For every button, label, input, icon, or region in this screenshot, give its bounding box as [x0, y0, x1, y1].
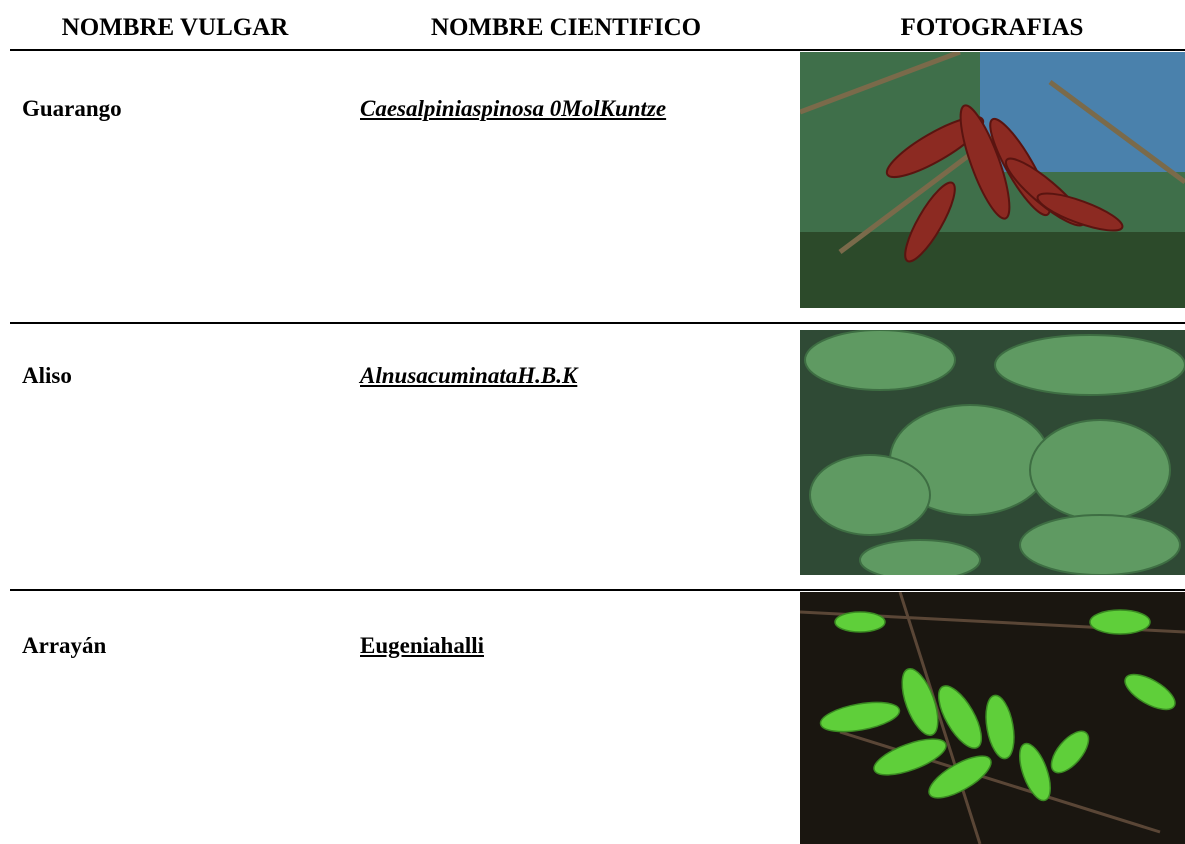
row-divider [10, 49, 1185, 51]
common-name: Arrayán [22, 633, 107, 658]
scientific-name: Caesalpiniaspinosa 0MolKuntze [360, 96, 667, 121]
common-name: Guarango [22, 96, 122, 121]
row-divider [10, 589, 1185, 591]
scientific-name: Eugeniahalli [360, 633, 484, 658]
photo-aliso [800, 330, 1185, 575]
column-header: NOMBRE CIENTIFICO [430, 14, 702, 41]
scientific-name: AlnusacuminataH.B.K [360, 363, 578, 388]
photo-guarango [800, 52, 1185, 308]
common-name: Aliso [22, 363, 72, 388]
row-divider [10, 322, 1185, 324]
photo-arrayan [800, 592, 1185, 844]
column-header: NOMBRE VULGAR [61, 14, 289, 41]
column-header: FOTOGRAFIAS [900, 14, 1084, 41]
